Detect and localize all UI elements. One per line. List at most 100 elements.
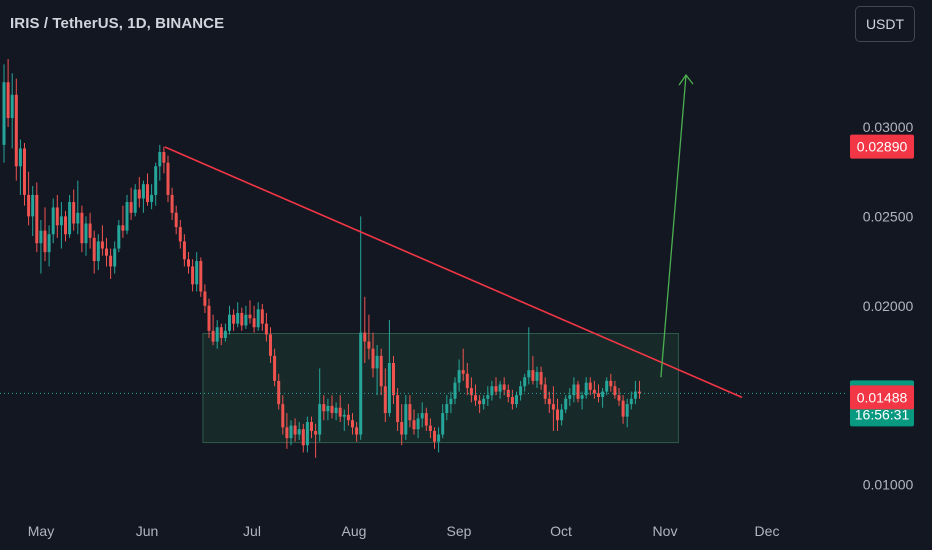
candle	[638, 380, 641, 399]
candle	[346, 404, 350, 426]
candle-body	[400, 422, 404, 435]
descending-trendline	[164, 146, 743, 399]
candle	[141, 180, 145, 213]
candle-body	[494, 386, 498, 392]
candle-body	[383, 386, 387, 414]
candle	[223, 323, 227, 342]
candle	[428, 418, 432, 439]
candle	[412, 409, 416, 435]
candle	[629, 391, 633, 410]
candle	[392, 355, 395, 405]
candle	[187, 252, 190, 274]
candle-body	[109, 255, 113, 267]
candle	[269, 327, 272, 364]
candle-body	[59, 216, 63, 226]
candle-body	[387, 363, 391, 414]
candle-body	[441, 413, 445, 435]
price-tick-label: 0.02500	[863, 208, 914, 224]
candle-body	[277, 380, 281, 405]
candle-body	[355, 427, 359, 435]
candle-body	[314, 430, 318, 435]
candle-body	[178, 227, 182, 242]
candle	[338, 395, 342, 423]
candle	[576, 380, 580, 403]
candle	[55, 194, 59, 238]
candle	[293, 418, 297, 442]
price-label-text: 0.02890	[857, 139, 908, 155]
candle-body	[228, 314, 231, 331]
candle-body	[68, 202, 72, 235]
candle-body	[244, 314, 248, 326]
candle	[547, 391, 551, 414]
candle-body	[605, 380, 609, 392]
candle	[457, 359, 461, 392]
candle	[59, 202, 63, 249]
candle	[474, 384, 477, 406]
candle	[527, 327, 531, 385]
price-label-bg	[850, 134, 914, 159]
price-label: 0.02890	[850, 134, 914, 159]
candle-body	[166, 162, 170, 195]
candle	[281, 395, 285, 435]
candle	[531, 355, 535, 385]
candle	[240, 307, 244, 331]
candle	[408, 395, 412, 428]
candle	[154, 162, 158, 206]
candle	[478, 395, 482, 414]
time-tick-label: Aug	[342, 523, 367, 539]
candle	[137, 177, 141, 208]
candle	[92, 230, 96, 274]
candle-body	[621, 400, 625, 417]
candle	[47, 225, 51, 267]
time-tick-label: Dec	[755, 523, 780, 539]
candle-body	[18, 148, 22, 167]
candle-body	[326, 405, 330, 412]
price-tick-label: 0.03000	[863, 119, 914, 135]
candle	[84, 216, 88, 256]
currency-button[interactable]: USDT	[855, 6, 915, 42]
candle-body	[453, 382, 457, 399]
candle-body	[527, 370, 531, 378]
candle	[482, 395, 486, 410]
candle	[613, 380, 617, 399]
candle	[424, 407, 428, 431]
candle-body	[80, 212, 84, 244]
candle-body	[14, 94, 18, 167]
candle	[371, 332, 375, 378]
candle-body	[96, 241, 100, 262]
candle-body	[305, 422, 309, 446]
symbol-title[interactable]: IRIS / TetherUS, 1D, BINANCE	[10, 15, 225, 32]
candle	[178, 219, 182, 249]
candle-body	[211, 330, 215, 342]
price-tick-label: 0.01000	[863, 477, 914, 493]
candle-body	[584, 382, 588, 396]
candle-body	[465, 373, 469, 389]
candle	[191, 259, 195, 292]
candle	[162, 146, 166, 174]
candle-body	[478, 400, 482, 405]
candle-body	[396, 395, 400, 423]
candle-body	[100, 241, 104, 249]
candle-body	[281, 404, 285, 428]
candle	[355, 422, 359, 442]
candle	[273, 348, 277, 387]
candle	[375, 345, 379, 396]
candle-body	[84, 223, 88, 244]
candle-body	[359, 332, 363, 435]
candle	[523, 373, 527, 392]
candle	[289, 420, 293, 446]
candle	[133, 184, 137, 217]
candle-body	[64, 216, 67, 235]
candle	[314, 423, 318, 458]
candle	[121, 205, 125, 238]
candle-body	[141, 184, 145, 199]
time-tick-label: May	[28, 523, 54, 539]
candle-body	[510, 396, 514, 405]
candle	[219, 323, 223, 346]
candle-body	[256, 309, 260, 328]
candle	[125, 194, 129, 235]
candle	[633, 380, 637, 405]
candle	[31, 185, 35, 237]
